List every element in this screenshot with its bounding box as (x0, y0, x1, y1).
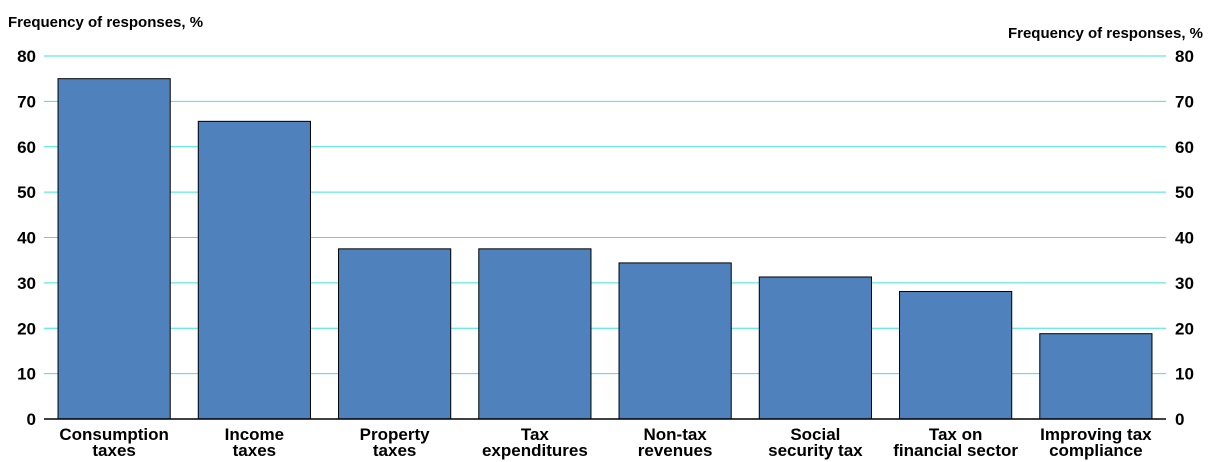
left-tick-label: 70 (17, 92, 36, 111)
category-label: financial sector (893, 441, 1018, 460)
bar (758, 276, 872, 420)
left-tick-label: 40 (17, 229, 36, 248)
category-label: Tax on (929, 425, 983, 444)
bar (338, 248, 452, 420)
left-tick-label: 0 (27, 410, 36, 429)
right-tick-label: 30 (1175, 274, 1194, 293)
right-tick-label: 10 (1175, 365, 1194, 384)
bar (197, 120, 311, 420)
category-label: Improving tax (1040, 425, 1152, 444)
category-label: Tax (521, 425, 550, 444)
category-label: Social (790, 425, 840, 444)
category-label: expenditures (482, 441, 588, 460)
category-label: taxes (373, 441, 416, 460)
right-tick-label: 0 (1175, 410, 1184, 429)
left-tick-label: 30 (17, 274, 36, 293)
right-tick-label: 40 (1175, 229, 1194, 248)
category-label: revenues (638, 441, 713, 460)
bar (57, 78, 171, 420)
category-label: compliance (1049, 441, 1143, 460)
right-tick-label: 70 (1175, 92, 1194, 111)
category-label: Income (225, 425, 285, 444)
left-axis-title: Frequency of responses, % (8, 14, 203, 31)
category-labels: ConsumptiontaxesIncometaxesPropertytaxes… (59, 425, 1152, 460)
right-tick-label: 80 (1175, 47, 1194, 66)
category-label: security tax (768, 441, 863, 460)
bar (1039, 333, 1153, 420)
right-tick-label: 20 (1175, 319, 1194, 338)
category-label: Property (360, 425, 430, 444)
left-tick-label: 20 (17, 319, 36, 338)
tick-labels: 0 0 10 10 20 20 30 30 40 40 50 50 60 60 70 70 80 80 (17, 47, 1194, 429)
bar (478, 248, 592, 420)
right-tick-label: 50 (1175, 183, 1194, 202)
left-tick-label: 50 (17, 183, 36, 202)
category-label: taxes (233, 441, 276, 460)
right-tick-label: 60 (1175, 138, 1194, 157)
bar (899, 290, 1013, 420)
right-axis-title: Frequency of responses, % (1008, 25, 1203, 42)
left-tick-label: 10 (17, 365, 36, 384)
category-label: taxes (92, 441, 135, 460)
bar (618, 262, 732, 420)
bars (57, 78, 1153, 420)
left-tick-label: 80 (17, 47, 36, 66)
category-label: Non-tax (643, 425, 707, 444)
category-label: Consumption (59, 425, 169, 444)
left-tick-label: 60 (17, 138, 36, 157)
